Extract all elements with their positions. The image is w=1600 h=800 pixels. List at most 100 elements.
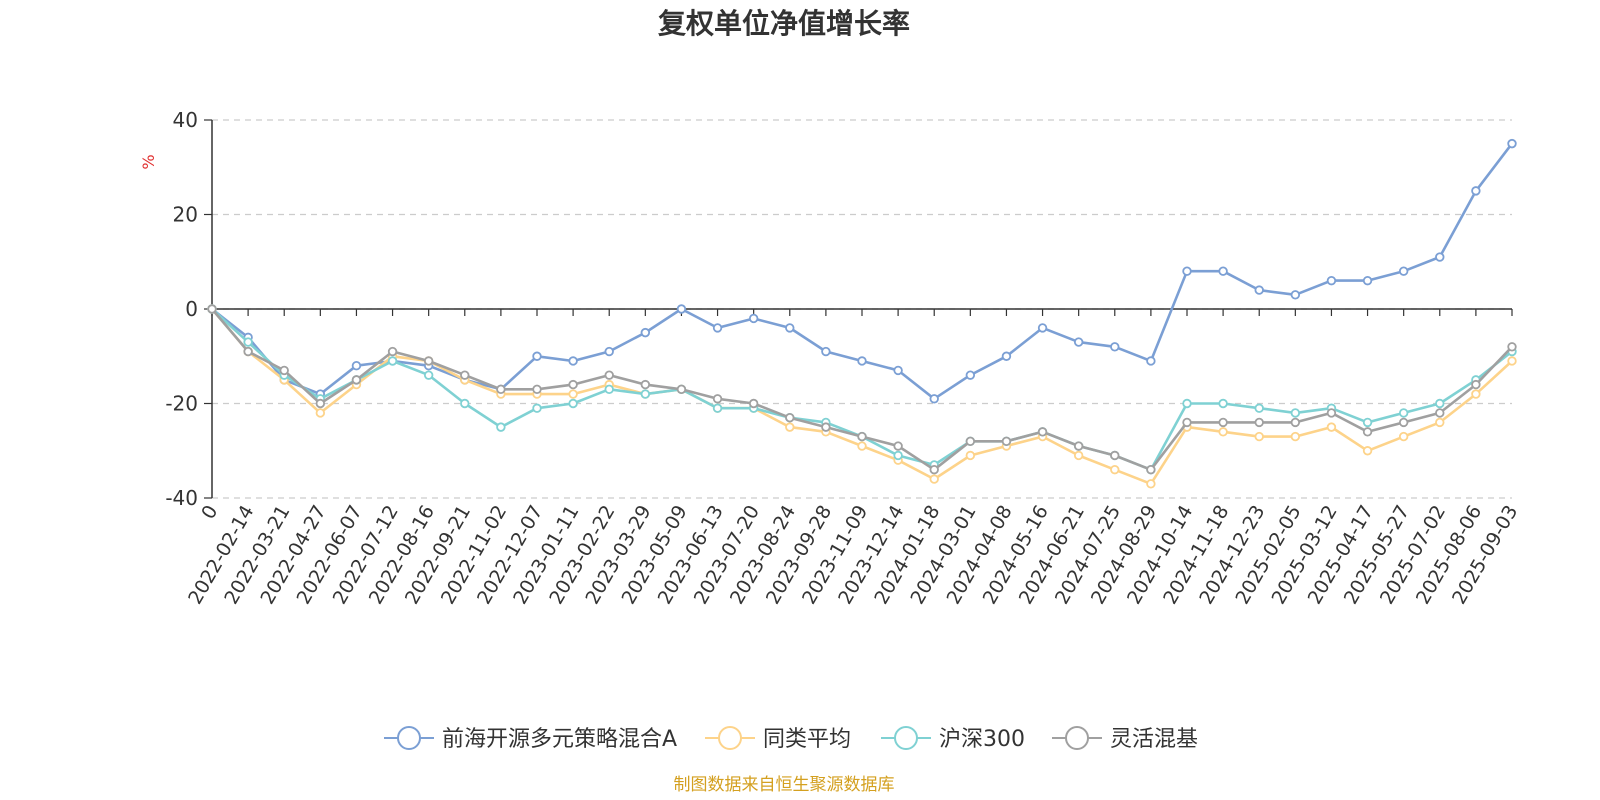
series-point-2 — [423, 370, 434, 380]
legend-label: 沪深300 — [939, 727, 1025, 752]
series-point-0 — [893, 365, 903, 376]
series-point-2 — [1218, 398, 1228, 409]
legend: 前海开源多元策略混合A 同类平均 沪深300 灵活混基 — [384, 726, 1198, 752]
series-point-1 — [1398, 431, 1409, 442]
series-point-2 — [243, 337, 253, 347]
series-point-1 — [785, 422, 795, 432]
series-point-0 — [929, 394, 939, 404]
series-point-3 — [965, 436, 976, 446]
series-point-3 — [532, 384, 542, 395]
series-point-1 — [1326, 422, 1337, 432]
series-point-3 — [857, 431, 867, 442]
series-point-0 — [965, 370, 976, 380]
series-point-0 — [1073, 337, 1084, 347]
series-point-0 — [857, 356, 867, 366]
series-point-3 — [279, 365, 289, 376]
axes: 40200-20-4002022-02-142022-03-212022-04-… — [165, 108, 1522, 608]
series-point-3 — [568, 379, 578, 390]
series-point-0 — [604, 346, 614, 357]
series-point-3 — [1362, 427, 1373, 437]
series-point-0 — [351, 361, 362, 371]
series-point-3 — [207, 304, 217, 314]
series-point-0 — [1182, 266, 1192, 276]
series-point-2 — [1290, 408, 1301, 418]
series-point-1 — [568, 389, 578, 399]
series-point-2 — [568, 398, 578, 409]
series-point-3 — [1073, 441, 1084, 451]
chart-title: 复权单位净值增长率 — [658, 7, 910, 40]
series-point-1 — [1507, 356, 1517, 366]
series-point-3 — [496, 384, 506, 395]
legend-label: 同类平均 — [763, 727, 851, 752]
y-tick-label: -40 — [165, 486, 198, 510]
legend-circle-symbol — [718, 726, 742, 750]
series-point-0 — [1471, 186, 1481, 196]
series-point-2 — [1182, 398, 1192, 409]
series-point-3 — [640, 379, 651, 390]
series-point-1 — [1290, 431, 1301, 442]
series-point-0 — [712, 323, 723, 333]
series-point-3 — [1146, 464, 1156, 475]
series-point-0 — [821, 346, 831, 357]
series-point-2 — [604, 384, 614, 395]
series-point-0 — [785, 323, 795, 333]
series-point-0 — [1398, 266, 1409, 276]
series-point-3 — [604, 370, 614, 380]
series-point-1 — [857, 441, 867, 451]
series-point-3 — [1037, 427, 1048, 437]
series-point-2 — [712, 403, 723, 413]
series-point-2 — [387, 356, 398, 366]
legend-circle-symbol — [894, 726, 918, 750]
series-point-3 — [1001, 436, 1012, 446]
series-point-1 — [1362, 446, 1373, 456]
series-point-3 — [1435, 408, 1445, 418]
series-point-0 — [1254, 285, 1264, 295]
legend-item-0[interactable]: 前海开源多元策略混合A — [384, 726, 677, 752]
series-point-1 — [1435, 417, 1445, 428]
series-point-2 — [1435, 398, 1445, 409]
series-point-0 — [1146, 356, 1156, 366]
series-point-3 — [821, 422, 831, 432]
series-point-1 — [965, 450, 976, 461]
y-tick-label: -20 — [165, 392, 198, 416]
source-note: 制图数据来自恒生聚源数据库 — [674, 775, 895, 795]
series-point-1 — [1146, 479, 1156, 489]
series-point-2 — [1398, 408, 1409, 418]
series-point-1 — [1218, 427, 1228, 437]
series-point-2 — [1362, 417, 1373, 428]
series-point-3 — [893, 441, 903, 451]
x-tick-label: 0 — [197, 502, 222, 523]
legend-label: 前海开源多元策略混合A — [442, 727, 677, 752]
series-point-3 — [1218, 417, 1228, 428]
series-point-0 — [568, 356, 578, 366]
series-point-3 — [1471, 379, 1481, 390]
legend-circle-symbol — [397, 726, 421, 750]
series-lines — [207, 138, 1517, 489]
series-point-1 — [1073, 450, 1084, 461]
series-point-3 — [1290, 417, 1301, 428]
series-point-3 — [351, 375, 362, 385]
series-point-0 — [676, 304, 687, 314]
series-point-0 — [532, 351, 542, 361]
legend-item-3[interactable]: 灵活混基 — [1052, 726, 1198, 752]
series-point-1 — [315, 408, 326, 418]
series-point-0 — [1435, 252, 1445, 262]
series-point-0 — [640, 327, 651, 338]
series-point-2 — [496, 422, 506, 432]
series-point-1 — [1254, 431, 1264, 442]
series-point-2 — [532, 403, 542, 413]
legend-item-2[interactable]: 沪深300 — [881, 726, 1025, 752]
legend-item-1[interactable]: 同类平均 — [705, 726, 851, 752]
series-point-3 — [1110, 450, 1120, 461]
series-point-3 — [929, 464, 939, 475]
series-point-3 — [1398, 417, 1409, 428]
series-point-3 — [712, 394, 723, 404]
y-axis-unit: % — [139, 154, 158, 169]
series-point-0 — [1001, 351, 1012, 361]
series-point-2 — [640, 389, 651, 399]
series-point-3 — [243, 346, 253, 357]
series-point-3 — [387, 346, 398, 357]
series-point-0 — [1290, 290, 1301, 300]
y-tick-label: 0 — [185, 297, 198, 321]
